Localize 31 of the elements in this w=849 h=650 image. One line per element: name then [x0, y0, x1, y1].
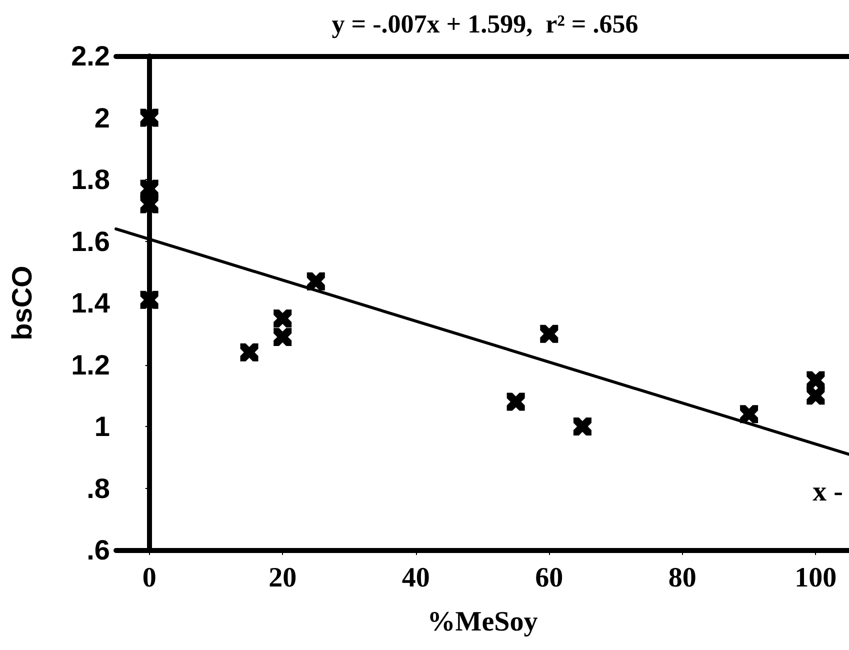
y-tick-label: 1.2 [71, 349, 110, 380]
x-tick-label: 40 [402, 562, 430, 594]
x-tick-label: 100 [794, 562, 837, 594]
point [140, 108, 158, 127]
point [540, 324, 558, 343]
point [140, 290, 158, 309]
point [140, 195, 158, 214]
x-tick-label: 60 [535, 562, 564, 594]
point [573, 418, 592, 436]
x-tick-label: 20 [268, 562, 297, 594]
y-tick-label: 2 [94, 102, 110, 134]
point [240, 343, 258, 362]
y-tick-label: 1.4 [71, 288, 110, 318]
annotation: x - [812, 476, 844, 508]
y-tick-label: 1.6 [71, 226, 110, 257]
x-tick-label: 80 [668, 562, 696, 594]
x-tick-label: 0 [142, 562, 156, 594]
y-axis-title: bsCO [6, 266, 38, 340]
point [306, 272, 325, 290]
y-tick-label: .6 [86, 534, 110, 566]
chart-title: y = -.007x + 1.599, r² = .656 [332, 10, 638, 38]
point [274, 328, 292, 346]
y-tick-label: 2.2 [71, 40, 110, 72]
y-tick-label: 1 [94, 411, 110, 442]
point [506, 392, 525, 411]
y-tick-label: 1.8 [71, 164, 110, 195]
x-axis-title: %MeSoy [427, 606, 538, 638]
y-tick-label: .8 [86, 472, 110, 504]
point [274, 309, 292, 328]
point [740, 405, 758, 424]
point [806, 386, 825, 405]
